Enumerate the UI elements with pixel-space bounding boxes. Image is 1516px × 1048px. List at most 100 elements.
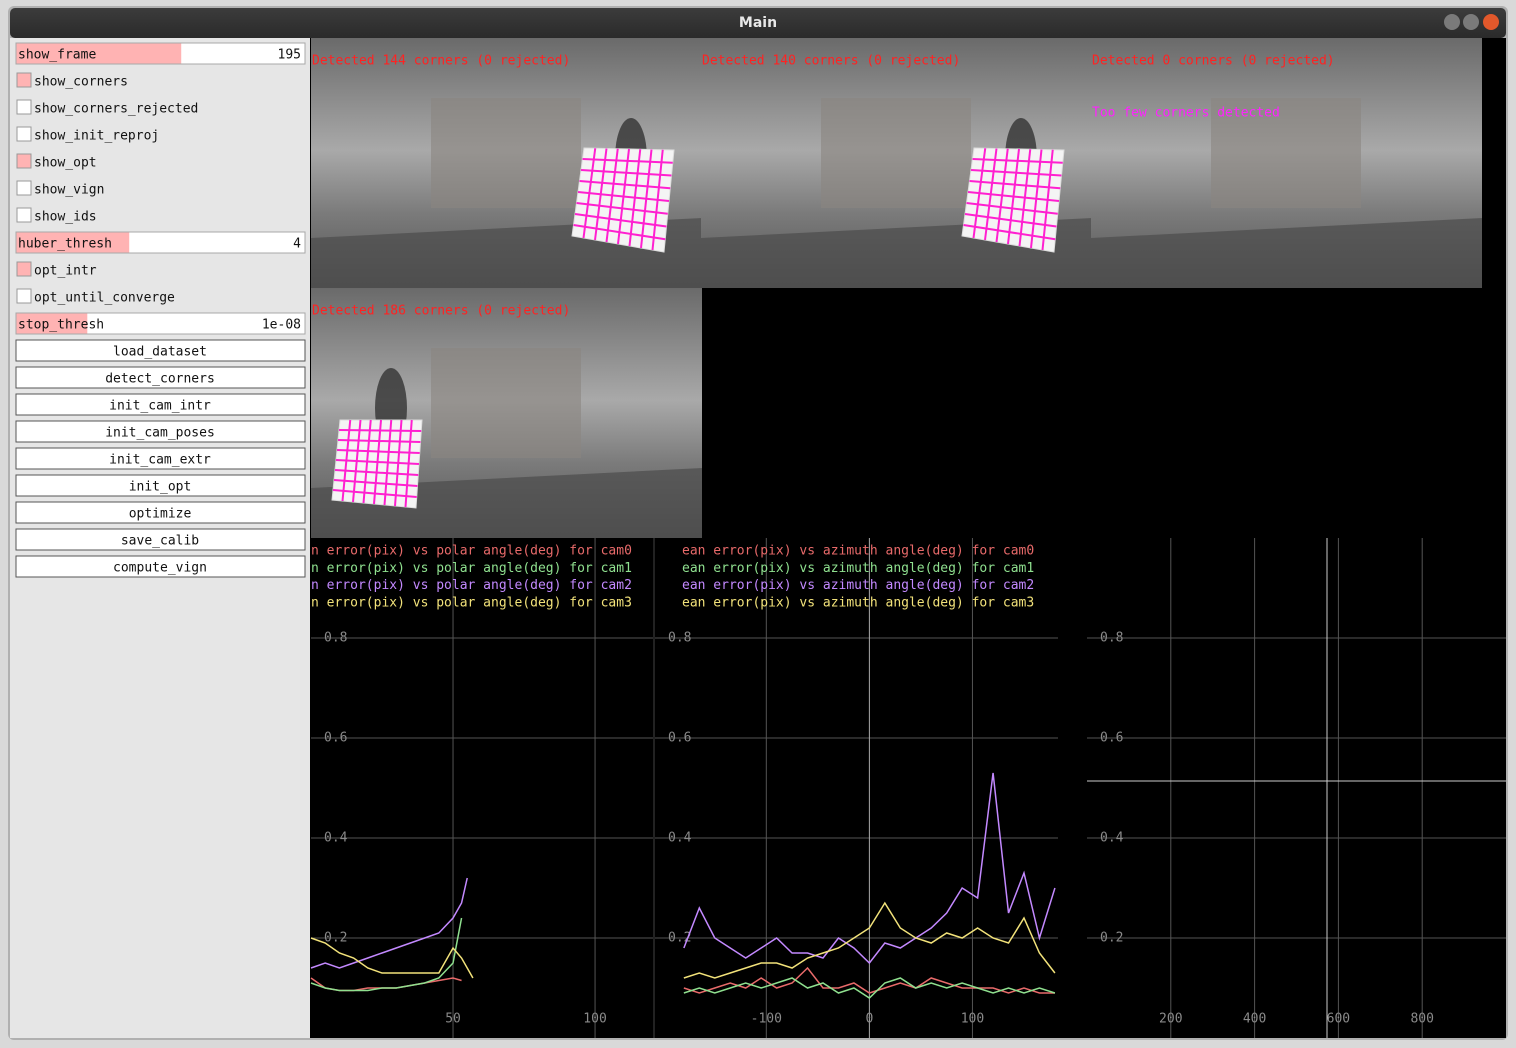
- y-tick-label: 0.2: [324, 931, 347, 946]
- button[interactable]: [15, 447, 306, 470]
- button[interactable]: [15, 474, 306, 497]
- checkbox-label: show_opt: [34, 156, 97, 171]
- x-tick-label: 100: [583, 1012, 606, 1027]
- button-label: init_opt: [129, 480, 192, 495]
- checkbox[interactable]: [16, 153, 32, 169]
- legend-entry: n error(pix) vs polar angle(deg) for cam…: [311, 578, 632, 593]
- slider-label: stop_thresh: [18, 318, 104, 333]
- button[interactable]: [15, 501, 306, 524]
- button[interactable]: [15, 420, 306, 443]
- checkbox-label: opt_intr: [34, 264, 97, 279]
- checkbox-label: show_vign: [34, 183, 104, 198]
- slider-fill: [16, 232, 130, 253]
- board-grid: [335, 459, 420, 465]
- checkbox-label: show_init_reproj: [34, 129, 159, 144]
- button[interactable]: [15, 339, 306, 362]
- slider[interactable]: [15, 312, 306, 335]
- series-line: [683, 966, 1055, 994]
- slider-label: show_frame: [18, 48, 96, 63]
- checkbox[interactable]: [16, 180, 32, 196]
- board-grid: [628, 149, 642, 247]
- x-tick-label: 50: [445, 1012, 461, 1027]
- x-tick-label: -100: [751, 1012, 782, 1027]
- y-tick-label: 0.6: [324, 731, 347, 746]
- series-line: [310, 937, 474, 979]
- board-grid: [1041, 149, 1054, 251]
- series-line: [683, 901, 1056, 979]
- checkbox[interactable]: [16, 288, 32, 304]
- checkbox-label: show_corners_rejected: [34, 102, 198, 117]
- checkbox[interactable]: [16, 99, 32, 115]
- legend-entry: ean error(pix) vs azimuth angle(deg) for…: [682, 578, 1034, 593]
- board-grid: [1030, 149, 1043, 249]
- y-tick-label: 0.2: [1100, 931, 1123, 946]
- x-tick-label: 600: [1327, 1012, 1350, 1027]
- plot-divider: [653, 538, 655, 1038]
- image-caption: Detected 140 corners (0 rejected): [702, 54, 960, 69]
- x-tick-label: 800: [1410, 1012, 1433, 1027]
- board-grid: [576, 202, 668, 215]
- series-line: [683, 772, 1056, 965]
- slider-value: 1e-08: [262, 318, 301, 333]
- minimize-button[interactable]: [1444, 14, 1460, 30]
- y-tick-label: 0.8: [324, 631, 347, 646]
- slider-value: 195: [278, 48, 301, 63]
- board-grid: [394, 419, 403, 507]
- wall-panel: [431, 98, 581, 208]
- y-tick-label: 0.8: [1100, 631, 1123, 646]
- y-tick-label: 0.8: [668, 631, 691, 646]
- close-button[interactable]: [1483, 14, 1499, 30]
- checkbox[interactable]: [16, 207, 32, 223]
- button-label: detect_corners: [105, 372, 215, 387]
- legend-entry: n error(pix) vs polar angle(deg) for cam…: [311, 544, 632, 559]
- board-grid: [967, 191, 1060, 202]
- checkbox[interactable]: [16, 126, 32, 142]
- y-tick-label: 0.6: [668, 731, 691, 746]
- y-tick-label: 0.4: [668, 831, 692, 846]
- board-grid: [577, 191, 670, 202]
- board-grid: [963, 224, 1056, 241]
- button[interactable]: [15, 393, 306, 416]
- window-title: Main: [739, 15, 777, 31]
- checkbox[interactable]: [16, 261, 32, 277]
- x-tick-label: 0: [865, 1012, 873, 1027]
- content: show_frame 195 show_corners show_corners_re…: [15, 38, 1506, 1038]
- title-bar: [10, 8, 1506, 38]
- x-tick-label: 100: [961, 1012, 984, 1027]
- series-line: [683, 977, 1056, 999]
- board-grid: [966, 202, 1058, 215]
- image-caption: Detected 0 corners (0 rejected): [1092, 54, 1335, 69]
- maximize-button[interactable]: [1463, 14, 1479, 30]
- legend-entry: n error(pix) vs polar angle(deg) for cam…: [311, 595, 632, 610]
- board-grid: [1018, 149, 1032, 247]
- button-label: load_dataset: [113, 345, 207, 360]
- slider-fill: [16, 43, 182, 64]
- button-label: init_cam_intr: [109, 399, 211, 414]
- y-tick-label: 0.4: [1100, 831, 1124, 846]
- button[interactable]: [15, 366, 306, 389]
- board-grid: [383, 419, 393, 506]
- slider-value: 4: [293, 237, 301, 252]
- button-label: optimize: [129, 507, 192, 522]
- image-caption: Detected 144 corners (0 rejected): [312, 54, 570, 69]
- board-grid: [332, 489, 417, 498]
- y-tick-label: 0.4: [324, 831, 348, 846]
- button-label: save_calib: [121, 534, 199, 549]
- board-grid: [334, 469, 419, 476]
- image-note: Too few corners detected: [1092, 106, 1280, 121]
- button-label: init_cam_poses: [105, 426, 215, 441]
- image-caption: Detected 186 corners (0 rejected): [312, 304, 570, 319]
- wall-panel: [821, 98, 971, 208]
- board-grid: [651, 149, 664, 251]
- x-tick-label: 200: [1159, 1012, 1182, 1027]
- checkbox-label: show_corners: [34, 75, 128, 90]
- checkbox[interactable]: [16, 72, 32, 88]
- legend-entry: n error(pix) vs polar angle(deg) for cam…: [311, 561, 632, 576]
- board-grid: [573, 224, 666, 241]
- board-grid: [574, 213, 667, 228]
- button[interactable]: [15, 555, 306, 578]
- board-grid: [640, 149, 653, 249]
- slider-label: huber_thresh: [18, 237, 112, 252]
- button[interactable]: [15, 528, 306, 551]
